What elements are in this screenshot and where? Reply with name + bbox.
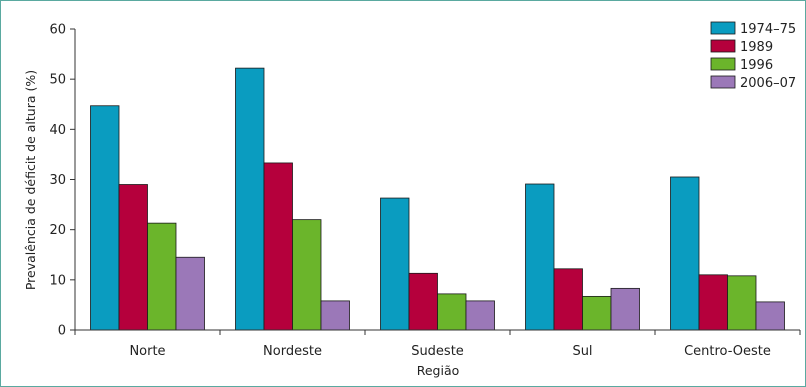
bar (698, 274, 728, 331)
bar (582, 295, 612, 331)
legend-swatch (710, 75, 736, 89)
bar (553, 268, 583, 331)
y-tick-label: 30 (49, 173, 66, 188)
bar (263, 162, 293, 331)
y-tick-label: 0 (58, 324, 66, 339)
legend-label: 1974–75 (740, 22, 796, 37)
bar (437, 293, 467, 331)
x-category-label: Nordeste (263, 344, 322, 359)
y-tick-label: 10 (49, 273, 66, 288)
legend-label: 1996 (740, 58, 773, 73)
legend-swatch (710, 21, 736, 35)
y-tick-label: 60 (49, 23, 66, 38)
bar (118, 184, 148, 331)
legend-swatch (710, 39, 736, 53)
legend-label: 2006–07 (740, 76, 796, 91)
bar (90, 105, 120, 331)
y-axis-title: Prevalência de déficit de altura (%) (23, 70, 38, 290)
bar (320, 300, 350, 331)
bar (727, 275, 757, 331)
axes-group: 0 10 20 30 40 50 60 Norte Nordeste Sudeste Sul Cent… (49, 23, 801, 359)
legend-label: 1989 (740, 40, 773, 55)
bar (525, 183, 555, 331)
bar (175, 256, 205, 331)
x-category-label: Sudeste (411, 344, 464, 359)
y-tick-label: 20 (49, 223, 66, 238)
legend-swatch (710, 57, 736, 71)
legend: 1974–75 1989 1996 2006–07 (710, 21, 796, 91)
bar (755, 301, 785, 331)
bar (465, 300, 495, 331)
x-category-label: Centro-Oeste (684, 344, 771, 359)
bar (380, 197, 410, 331)
x-category-label: Sul (572, 344, 592, 359)
bar (292, 219, 322, 331)
bar (408, 272, 438, 331)
y-tick-label: 40 (49, 123, 66, 138)
bar (235, 67, 265, 331)
y-tick-label: 50 (49, 73, 66, 88)
bar (147, 222, 177, 331)
bars-group (90, 67, 785, 331)
bar (610, 287, 640, 331)
x-axis-title: Região (417, 363, 460, 378)
x-category-label: Norte (129, 344, 165, 359)
bar (670, 176, 700, 331)
